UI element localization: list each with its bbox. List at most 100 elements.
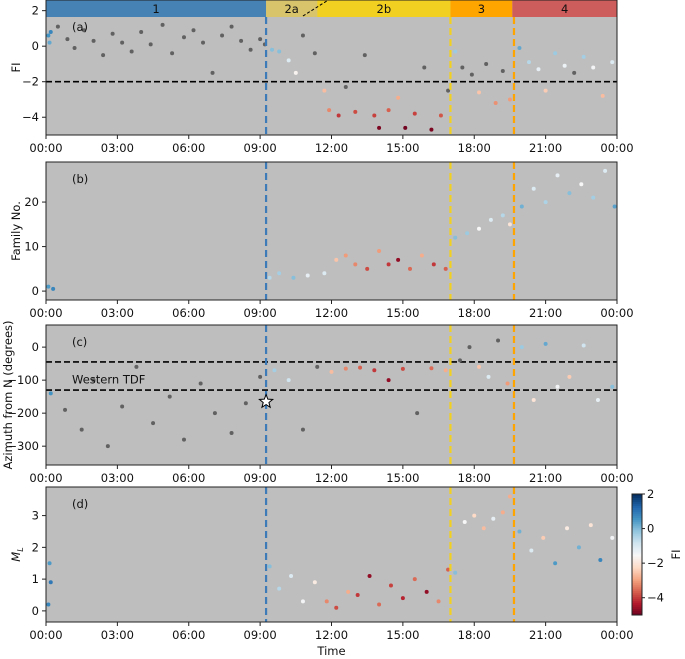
x-tick-label: 12:00 bbox=[315, 471, 348, 485]
colorbar-segment bbox=[632, 502, 642, 505]
data-point bbox=[286, 58, 291, 63]
data-point bbox=[443, 368, 448, 373]
data-point bbox=[358, 365, 363, 370]
data-point bbox=[555, 384, 560, 389]
y-tick-label: 10 bbox=[24, 240, 39, 254]
colorbar-segment bbox=[632, 604, 642, 608]
data-point bbox=[610, 535, 615, 540]
data-point bbox=[120, 404, 125, 409]
x-tick-label: 21:00 bbox=[529, 306, 562, 320]
colorbar-segment bbox=[632, 562, 642, 566]
data-point bbox=[562, 63, 567, 68]
y-tick-label: 3 bbox=[32, 509, 39, 523]
data-point bbox=[343, 253, 348, 258]
data-point bbox=[465, 231, 470, 236]
data-point bbox=[312, 51, 317, 56]
data-point bbox=[422, 65, 427, 70]
data-point bbox=[453, 235, 458, 240]
colorbar-segment bbox=[632, 612, 642, 616]
colorbar-segment bbox=[632, 538, 642, 541]
y-axis-label: Azimuth from N (degrees) bbox=[1, 321, 15, 470]
colorbar-segment bbox=[632, 532, 642, 535]
data-point bbox=[212, 411, 217, 416]
colorbar-segment bbox=[632, 602, 642, 606]
y-tick-label: −300 bbox=[7, 439, 39, 453]
x-tick-label: 12:00 bbox=[315, 141, 348, 155]
data-point bbox=[277, 586, 282, 591]
colorbar-segment bbox=[632, 610, 642, 614]
y-tick-label: 0 bbox=[32, 284, 39, 298]
data-point bbox=[312, 580, 317, 585]
data-point bbox=[472, 513, 477, 518]
data-point bbox=[424, 589, 429, 594]
data-point bbox=[181, 437, 186, 442]
colorbar-segment bbox=[632, 596, 642, 600]
data-point bbox=[481, 526, 486, 531]
colorbar-segment bbox=[632, 574, 642, 578]
x-tick-label: 21:00 bbox=[529, 628, 562, 642]
phase-label: 2a bbox=[284, 2, 298, 16]
y-tick-label: −2 bbox=[22, 75, 39, 89]
panel-label: (b) bbox=[72, 172, 88, 186]
colorbar-segment bbox=[632, 528, 642, 531]
panel-label: (d) bbox=[72, 497, 88, 511]
data-point bbox=[72, 45, 77, 50]
data-point bbox=[181, 35, 186, 40]
data-point bbox=[82, 28, 87, 33]
data-point bbox=[438, 113, 443, 118]
data-point bbox=[496, 338, 501, 343]
x-tick-label: 06:00 bbox=[172, 628, 205, 642]
data-point bbox=[110, 31, 115, 36]
y-tick-label: 0 bbox=[32, 39, 39, 53]
panel-b: (b) 20 10 0 00:00 03:00 06:00 09:00 12:00 15:00 18… bbox=[9, 161, 634, 320]
colorbar-segment bbox=[632, 526, 642, 529]
data-point bbox=[220, 33, 225, 38]
data-point bbox=[419, 253, 424, 258]
x-tick-label: 09:00 bbox=[244, 306, 277, 320]
data-point bbox=[453, 570, 458, 575]
data-point bbox=[151, 421, 156, 426]
data-point bbox=[412, 111, 417, 116]
colorbar-segment bbox=[632, 520, 642, 523]
phase-band bbox=[317, 0, 451, 17]
data-point bbox=[505, 381, 510, 386]
y-tick-label: 1 bbox=[32, 572, 39, 586]
data-point bbox=[603, 168, 608, 173]
colorbar-segment bbox=[632, 582, 642, 586]
x-tick-label: 12:00 bbox=[315, 306, 348, 320]
data-point bbox=[272, 368, 277, 373]
data-point bbox=[47, 40, 52, 45]
phase-band bbox=[450, 0, 513, 17]
data-point bbox=[453, 49, 458, 54]
y-tick-label: −100 bbox=[7, 373, 39, 387]
colorbar-tick-label: 0 bbox=[647, 522, 654, 536]
data-point bbox=[239, 38, 244, 43]
plot-area bbox=[46, 0, 617, 135]
data-point bbox=[277, 271, 282, 276]
data-point bbox=[519, 345, 524, 350]
data-point bbox=[536, 67, 541, 72]
colorbar-segment bbox=[632, 576, 642, 580]
data-point bbox=[365, 266, 370, 271]
panel-c: (c) 0 −100 −200 −300 00:00 03:00 06:00 09:00 12:0… bbox=[1, 321, 634, 485]
x-tick-label: 03:00 bbox=[101, 628, 134, 642]
x-tick-label: 03:00 bbox=[101, 141, 134, 155]
data-point bbox=[526, 60, 531, 65]
colorbar-segment bbox=[632, 568, 642, 572]
data-point bbox=[148, 42, 153, 47]
data-point bbox=[565, 526, 570, 531]
colorbar-segment bbox=[632, 514, 642, 517]
colorbar-segment bbox=[632, 586, 642, 590]
colorbar-segment bbox=[632, 606, 642, 610]
data-point bbox=[300, 427, 305, 432]
data-point bbox=[486, 374, 491, 379]
colorbar-frame bbox=[631, 493, 643, 616]
x-tick-label: 18:00 bbox=[458, 471, 491, 485]
ml-m: M bbox=[9, 552, 23, 562]
data-point bbox=[446, 88, 451, 93]
y-axis-label: Family No. bbox=[9, 201, 23, 261]
annotation-western-tdf: Western TDF bbox=[72, 372, 145, 386]
data-point bbox=[46, 284, 51, 289]
ml-sub: L bbox=[16, 547, 25, 551]
